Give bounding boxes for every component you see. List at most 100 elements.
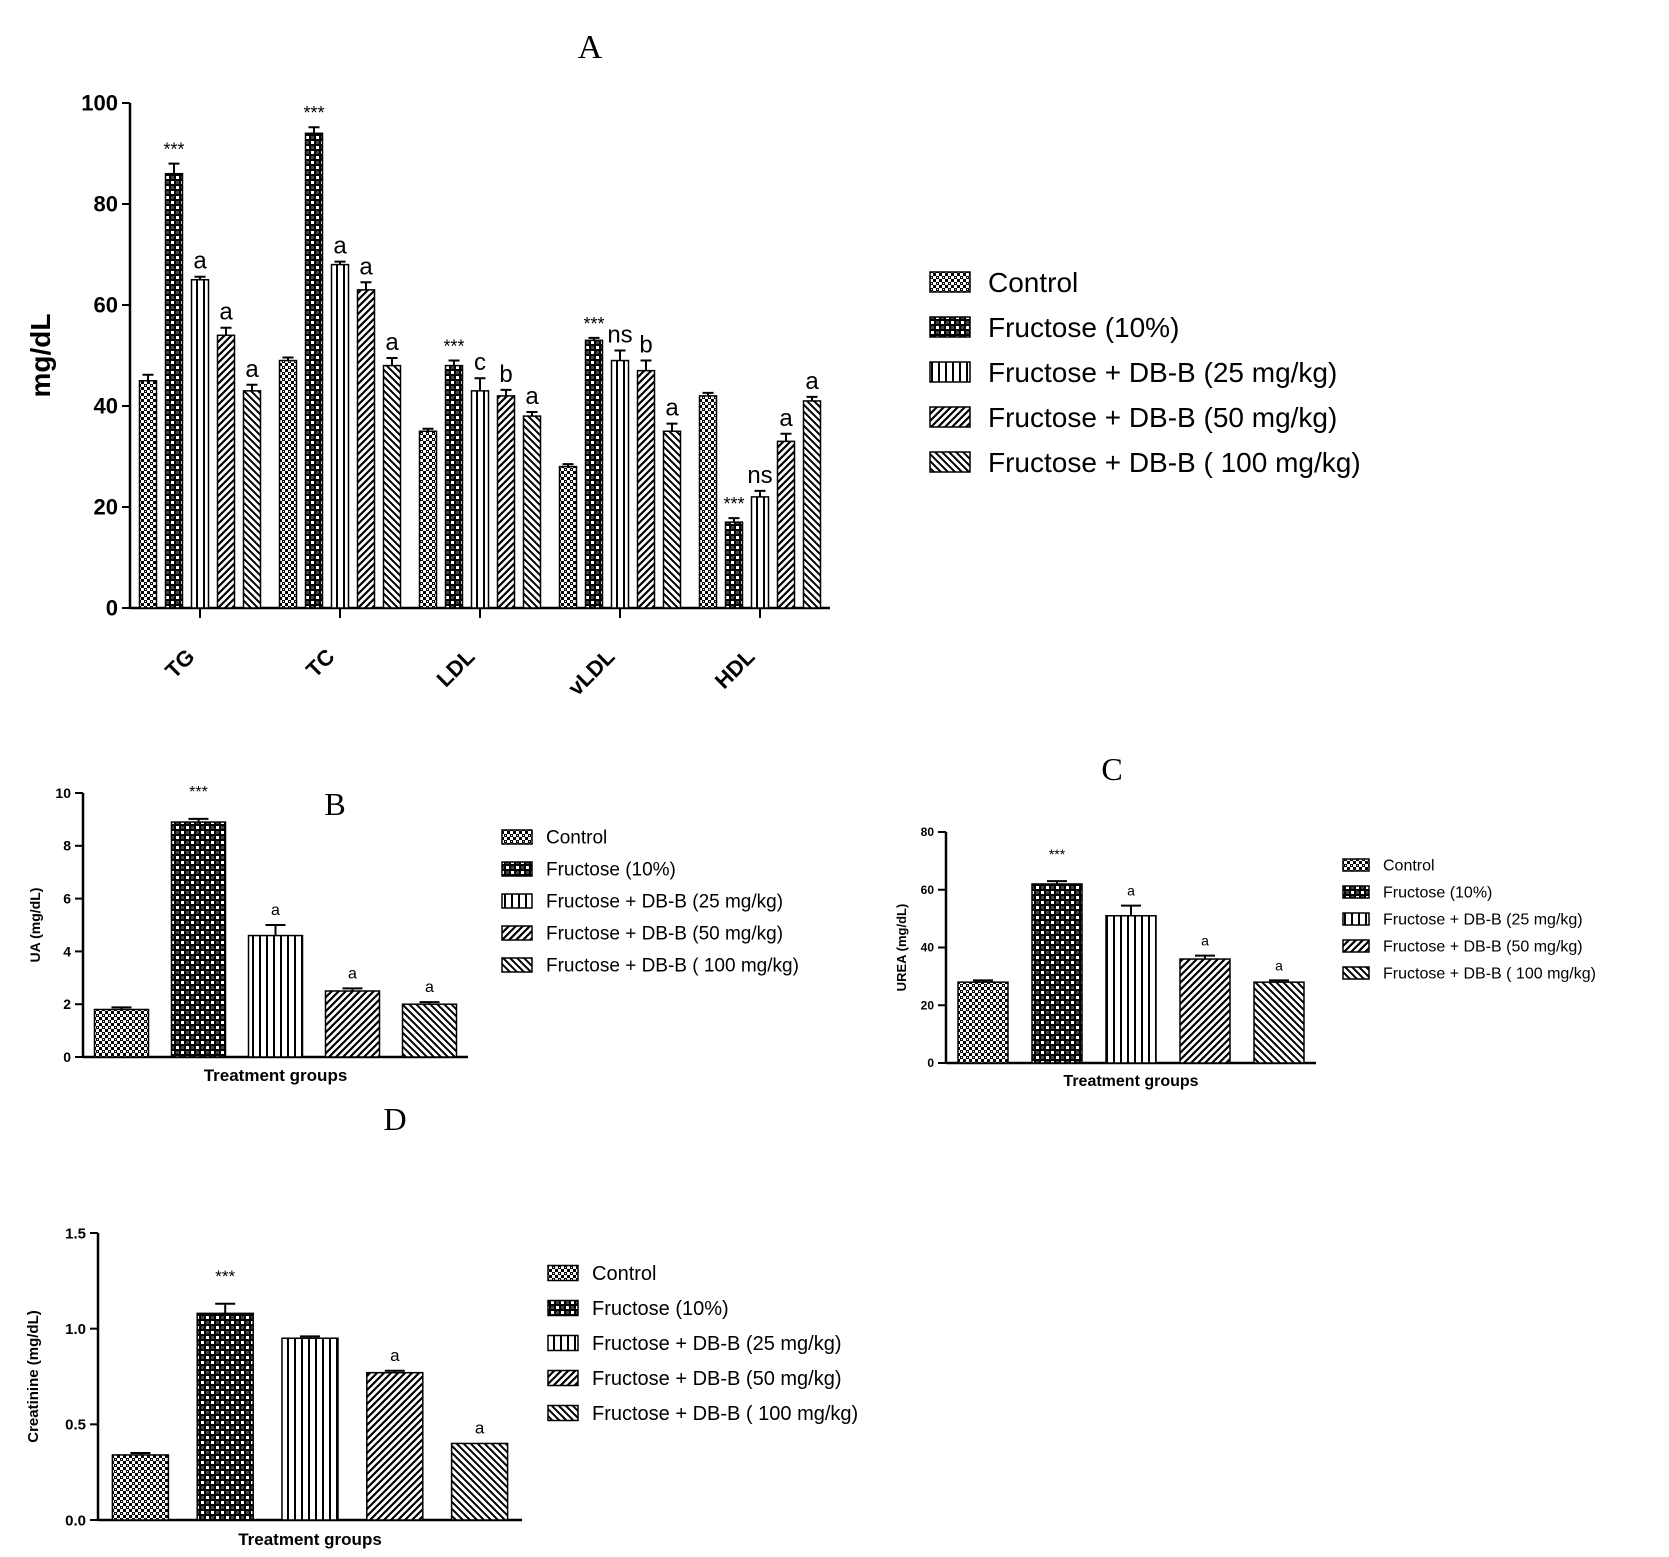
error-bar [448, 359, 460, 366]
error-bar [614, 349, 626, 361]
significance-label: a [525, 383, 539, 410]
error-bar [640, 359, 652, 371]
x-tick-label-tc: TC [301, 644, 339, 682]
legend-swatch-fructose-10 [501, 861, 533, 877]
y-axis-title: Creatinine (mg/dL) [25, 1310, 42, 1443]
panel-a: A020406080100mg/dLTG***aaaTC***aaaLDL***… [25, 29, 1361, 700]
legend-swatch-control [547, 1264, 579, 1282]
legend-label-fructose-db-b-50-mg-kg: Fructose + DB-B (50 mg/kg) [592, 1368, 842, 1390]
y-tick-label: 4 [63, 943, 71, 959]
y-axis-title: UREA (mg/dL) [894, 904, 909, 992]
y-tick-label: 0 [927, 1056, 934, 1070]
error-bar [526, 411, 538, 417]
y-tick-label: 20 [94, 495, 118, 520]
bar-fructose-10 [170, 821, 227, 1058]
legend-swatch-fructose-db-b-50-mg-kg [547, 1369, 579, 1387]
significance-label: c [474, 349, 486, 376]
significance-label: a [1275, 957, 1283, 973]
legend-swatch-fructose-db-b-50-mg-kg [929, 406, 971, 428]
y-tick-label: 60 [94, 293, 118, 318]
significance-label: a [359, 253, 373, 280]
legend-swatch-fructose-10 [1342, 885, 1370, 899]
y-axis-title: UA (mg/dL) [27, 888, 43, 963]
bar-fructose-db-b-25-mg-kg [247, 934, 304, 1058]
legend-label-control: Control [1383, 858, 1435, 875]
y-tick-label: 0 [63, 1049, 71, 1065]
bar-fructose-10 [196, 1312, 254, 1521]
panel-b: B 0 2 4 6 8 10 UA (mg/dL) *** a a a Treatment groups… [27, 784, 799, 1085]
error-bar [386, 357, 398, 366]
error-bar [130, 1452, 151, 1455]
error-bar [142, 373, 154, 381]
error-bar [500, 388, 512, 396]
legend-swatch-control [501, 829, 533, 845]
significance-label: a [390, 1346, 400, 1365]
y-axis-title: mg/dL [25, 314, 56, 398]
error-bar [754, 489, 766, 497]
error-bar [215, 1302, 236, 1314]
bar-tc-control [278, 359, 298, 609]
bar-tc-fructose-db-b-25-mg-kg [330, 263, 350, 609]
bar-fructose-db-b-100-mg-kg [1253, 981, 1305, 1064]
error-bar [1195, 954, 1215, 960]
bar-vldl-fructose-db-b-25-mg-kg [610, 359, 630, 609]
legend-label-fructose-db-b-100-mg-kg: Fructose + DB-B ( 100 mg/kg) [988, 447, 1361, 478]
bar-fructose-db-b-50-mg-kg [324, 990, 381, 1058]
legend-swatch-fructose-db-b-25-mg-kg [547, 1334, 579, 1352]
significance-label: b [499, 361, 512, 388]
significance-label: ns [607, 321, 632, 348]
x-tick-label-ldl: LDL [432, 644, 480, 692]
error-bar [666, 422, 678, 432]
error-bar [342, 987, 363, 991]
bar-hdl-control [698, 395, 718, 609]
legend-label-fructose-db-b-25-mg-kg: Fructose + DB-B (25 mg/kg) [546, 892, 783, 913]
legend-label-fructose-10: Fructose (10%) [988, 312, 1179, 343]
legend-swatch-fructose-db-b-50-mg-kg [1342, 939, 1370, 953]
bar-ldl-fructose-db-b-25-mg-kg [470, 390, 490, 609]
x-tick-label-tg: TG [160, 644, 199, 683]
legend-label-fructose-db-b-25-mg-kg: Fructose + DB-B (25 mg/kg) [592, 1333, 842, 1355]
legend-swatch-control [1342, 858, 1370, 872]
bar-fructose-db-b-50-mg-kg [1179, 958, 1231, 1064]
significance-label: *** [583, 314, 604, 334]
x-axis-title: Treatment groups [238, 1530, 382, 1549]
x-tick-label-hdl: HDL [710, 644, 760, 694]
bar-tg-fructose-10 [164, 172, 184, 609]
legend-label-fructose-db-b-50-mg-kg: Fructose + DB-B (50 mg/kg) [546, 924, 783, 945]
panel-c: C 0 20 40 60 80 UREA (mg/dL) *** a a a Treatment gr… [894, 751, 1596, 1090]
significance-label: b [639, 332, 652, 359]
bar-control [111, 1454, 170, 1521]
bar-fructose-db-b-100-mg-kg [450, 1442, 509, 1521]
significance-label: a [271, 902, 280, 919]
legend-label-control: Control [988, 267, 1078, 298]
significance-label: a [805, 368, 819, 395]
error-bar [282, 356, 294, 361]
x-axis-title: Treatment groups [204, 1066, 348, 1085]
panel-d: D 0.0 0.5 1.0 1.5 Creatinine (mg/dL) *** a a Trea… [25, 1101, 858, 1549]
legend-label-fructose-db-b-50-mg-kg: Fructose + DB-B (50 mg/kg) [988, 402, 1337, 433]
bar-tg-fructose-db-b-50-mg-kg [216, 334, 236, 609]
error-bar [422, 427, 434, 432]
error-bar [973, 979, 993, 983]
bar-ldl-fructose-db-b-50-mg-kg [496, 395, 516, 609]
bar-fructose-10 [1031, 883, 1083, 1064]
y-tick-label: 0.5 [65, 1417, 86, 1434]
legend-label-fructose-db-b-25-mg-kg: Fructose + DB-B (25 mg/kg) [1383, 912, 1583, 929]
legend-label-control: Control [592, 1263, 656, 1285]
y-tick-label: 8 [63, 838, 71, 854]
significance-label: a [333, 233, 347, 260]
y-tick-label: 40 [921, 941, 935, 955]
significance-label: *** [443, 337, 464, 357]
bar-hdl-fructose-db-b-50-mg-kg [776, 440, 796, 609]
bar-tg-fructose-db-b-100-mg-kg [242, 390, 262, 609]
significance-label: a [245, 356, 259, 383]
legend-label-fructose-10: Fructose (10%) [1383, 885, 1492, 902]
significance-label: ns [747, 462, 772, 489]
legend-label-fructose-10: Fructose (10%) [592, 1298, 729, 1320]
legend-label-fructose-10: Fructose (10%) [546, 860, 676, 881]
error-bar [246, 383, 258, 391]
x-axis-title: Treatment groups [1063, 1073, 1198, 1090]
significance-label: a [1127, 883, 1135, 899]
bar-tg-fructose-db-b-25-mg-kg [190, 279, 210, 609]
